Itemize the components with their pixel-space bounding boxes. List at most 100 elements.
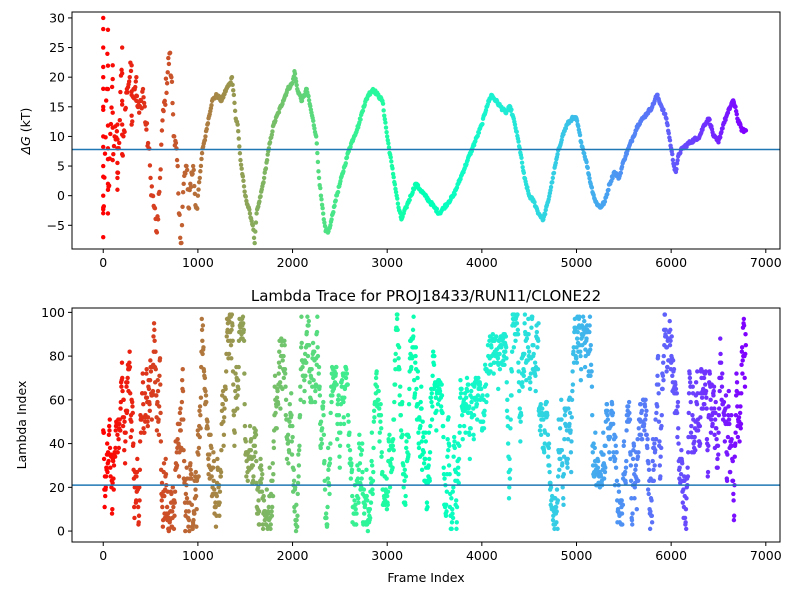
bottom-point — [319, 426, 325, 431]
bottom-point — [651, 478, 657, 483]
bottom-point — [172, 513, 177, 518]
bottom-point — [738, 404, 743, 409]
bottom-point — [170, 509, 175, 514]
bottom-point — [228, 342, 234, 348]
top-point — [101, 45, 106, 50]
top-point — [109, 105, 114, 110]
bottom-point — [633, 463, 639, 468]
top-point — [318, 193, 324, 198]
bottom-point — [226, 351, 232, 357]
bottom-point — [377, 439, 382, 444]
top-point — [308, 107, 314, 112]
bottom-point — [271, 439, 276, 444]
bottom-point — [258, 463, 264, 468]
bottom-point — [160, 504, 165, 510]
top-point — [509, 107, 514, 112]
bottom-point — [148, 358, 153, 363]
bottom-point — [724, 478, 730, 483]
bottom-point — [193, 469, 199, 475]
bottom-point — [184, 496, 190, 501]
bottom-point — [626, 399, 632, 405]
bottom-point — [726, 388, 731, 394]
bottom-point — [601, 476, 607, 481]
bottom-point — [296, 463, 302, 468]
bottom-point — [555, 526, 560, 532]
bottom-point — [565, 461, 570, 466]
top-xtick-label: 0 — [99, 255, 107, 270]
bottom-point — [446, 463, 452, 468]
bottom-point — [647, 526, 653, 532]
bottom-point — [303, 373, 308, 378]
bottom-point — [509, 369, 515, 374]
top-point — [155, 214, 160, 219]
bottom-point — [453, 498, 459, 503]
bottom-point — [278, 406, 283, 411]
bottom-point — [276, 360, 282, 365]
bottom-point — [446, 447, 451, 453]
top-point — [241, 184, 247, 189]
bottom-point — [346, 443, 351, 448]
bottom-point — [520, 384, 525, 389]
bottom-point — [365, 498, 370, 503]
bottom-point — [192, 511, 197, 516]
bottom-point — [505, 397, 510, 403]
bottom-point — [153, 349, 158, 354]
bottom-point — [374, 384, 380, 389]
bottom-point — [162, 493, 167, 499]
bottom-point — [535, 345, 540, 350]
top-point — [551, 170, 557, 176]
bottom-point — [283, 397, 289, 403]
bottom-point — [116, 445, 122, 451]
bottom-point — [414, 386, 419, 392]
bottom-point — [683, 520, 688, 525]
bottom-point — [358, 452, 364, 457]
bottom-point — [385, 502, 390, 508]
bottom-point — [429, 391, 434, 396]
bottom-point — [654, 410, 659, 416]
bottom-point — [485, 342, 491, 348]
bottom-point — [325, 445, 331, 451]
bottom-point — [177, 421, 182, 427]
bottom-point — [605, 412, 610, 418]
bottom-point — [711, 393, 716, 398]
bottom-point — [272, 373, 278, 378]
bottom-point — [434, 428, 439, 433]
top-point — [550, 180, 555, 185]
top-point — [134, 93, 140, 99]
bottom-point — [627, 410, 632, 416]
top-point — [115, 160, 120, 166]
top-point — [171, 134, 176, 139]
bottom-point — [158, 439, 164, 444]
top-point — [386, 145, 392, 150]
bottom-point — [290, 434, 295, 440]
bottom-point — [336, 393, 341, 398]
bottom-point — [695, 369, 700, 374]
top-point — [110, 76, 115, 82]
bottom-point — [559, 417, 564, 422]
bottom-point — [396, 345, 402, 350]
top-point — [238, 157, 243, 163]
top-point — [321, 211, 326, 216]
bottom-point — [250, 478, 256, 483]
bottom-point — [649, 498, 654, 503]
bottom-point — [451, 454, 456, 459]
bottom-point — [457, 430, 462, 435]
bottom-point — [369, 458, 374, 464]
bottom-point — [109, 511, 115, 516]
bottom-point — [171, 504, 176, 510]
bottom-point — [677, 465, 682, 470]
bottom-point — [259, 489, 265, 494]
bottom-point — [282, 367, 288, 372]
bottom-point — [264, 487, 269, 492]
top-point — [119, 122, 125, 127]
bottom-point — [306, 318, 312, 324]
bottom-point — [197, 434, 202, 440]
bottom-point — [326, 467, 331, 473]
bottom-point — [589, 369, 594, 374]
top-point — [707, 117, 712, 122]
top-point — [169, 79, 175, 85]
bottom-point — [392, 399, 397, 405]
top-point — [667, 138, 673, 143]
bottom-point — [419, 439, 425, 444]
bottom-point — [283, 384, 288, 389]
